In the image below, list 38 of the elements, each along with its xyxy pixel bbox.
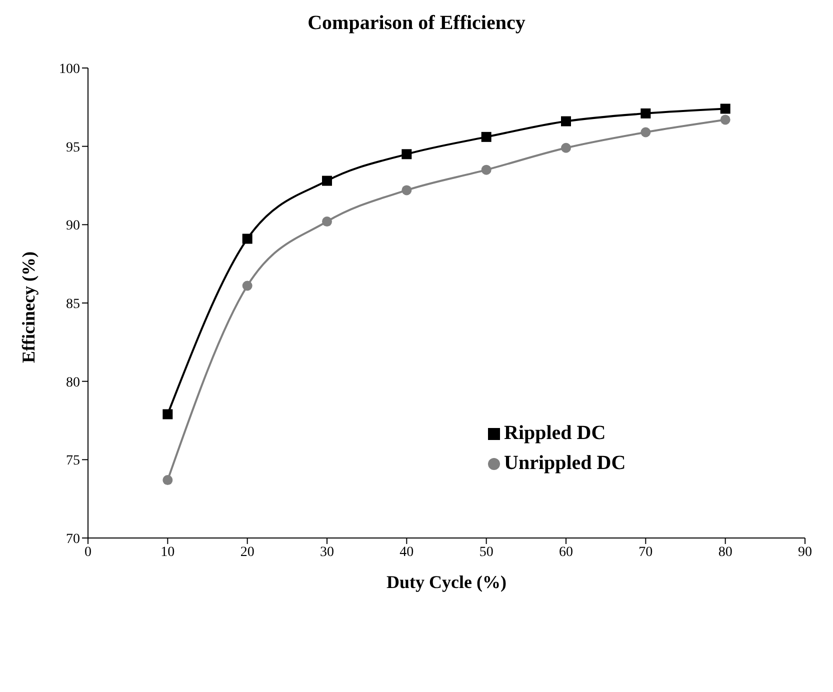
point — [720, 104, 730, 114]
y-tick-label: 85 — [66, 296, 80, 312]
point — [242, 234, 252, 244]
y-axis-title: Efficinecy (%) — [18, 252, 38, 363]
point — [162, 409, 173, 420]
y-tick-label: 90 — [66, 218, 80, 234]
y-tick-label: 75 — [66, 454, 80, 469]
y-tick-label: 70 — [66, 532, 80, 547]
point — [640, 108, 651, 118]
point — [322, 216, 332, 227]
x-tick-label: 60 — [559, 544, 573, 560]
point — [481, 132, 492, 142]
x-axis-title: Duty Cycle (%) — [386, 572, 506, 592]
y-tick-label: 95 — [66, 140, 80, 156]
point — [242, 280, 252, 291]
point — [402, 185, 412, 196]
point — [561, 142, 571, 153]
legend-label: Rippled DC — [504, 422, 606, 444]
x-tick-label: 0 — [84, 544, 92, 560]
x-tick-label: 50 — [479, 544, 494, 560]
point — [561, 116, 571, 126]
point — [402, 149, 412, 160]
x-tick-label: 20 — [240, 544, 254, 560]
x-tick-label: 40 — [400, 544, 414, 560]
legend-label: Unrippled DC — [504, 452, 626, 474]
point — [322, 176, 332, 186]
point — [481, 164, 492, 175]
x-tick-label: 70 — [638, 544, 653, 560]
x-tick-label: 10 — [160, 544, 175, 560]
x-tick-label: 80 — [718, 544, 732, 560]
chart-title: Comparison of Efficiency — [306, 12, 526, 36]
point — [720, 114, 730, 125]
point — [162, 475, 173, 486]
x-tick-label: 90 — [798, 544, 812, 560]
y-tick-label: 80 — [66, 375, 80, 390]
y-tick-label: 100 — [59, 62, 80, 77]
point — [640, 127, 651, 138]
x-tick-label: 30 — [320, 544, 334, 560]
